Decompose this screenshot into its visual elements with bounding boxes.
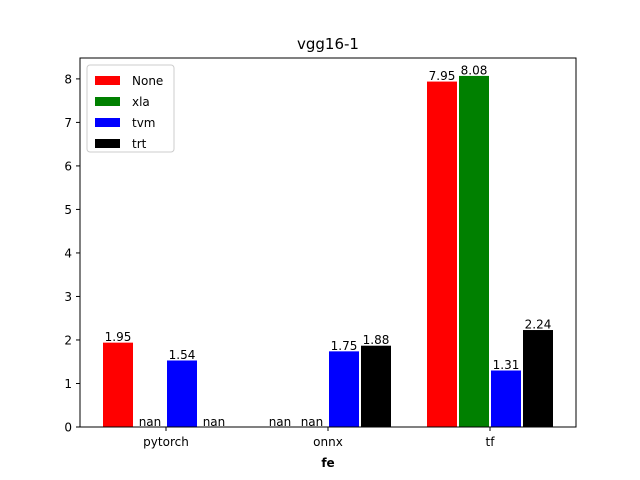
data-label-trt-onnx: 1.88 (363, 333, 390, 347)
data-label-tvm-tf: 1.31 (493, 358, 520, 372)
x-axis: pytorch onnx tf (143, 427, 495, 449)
legend-box (86, 64, 175, 153)
bars-layer (102, 74, 554, 428)
data-label-tvm-onnx: 1.75 (331, 339, 358, 353)
legend-swatch-trt (95, 139, 120, 148)
data-label-xla-onnx: nan (301, 415, 324, 429)
x-tick-label-pytorch: pytorch (143, 435, 189, 449)
y-tick-label: 1 (64, 377, 72, 391)
data-label-None-tf: 7.95 (429, 69, 456, 83)
y-tick-label: 2 (64, 333, 72, 347)
legend-label-None: None (132, 74, 163, 88)
data-label-None-pytorch: 1.95 (105, 330, 132, 344)
x-tick-label-tf: tf (486, 435, 496, 449)
legend-label-trt: trt (132, 137, 147, 151)
bar-tvm-onnx (328, 350, 360, 428)
legend-label-tvm: tvm (132, 116, 156, 130)
y-tick-label: 5 (64, 203, 72, 217)
x-axis-label: fe (321, 456, 334, 470)
data-label-None-onnx: nan (269, 415, 292, 429)
bar-tvm-pytorch (166, 359, 198, 428)
legend-swatch-tvm (95, 118, 120, 127)
data-label-tvm-pytorch: 1.54 (169, 348, 196, 362)
bar-trt-tf (522, 329, 554, 428)
bar-None-tf (426, 80, 458, 428)
legend-swatch-None (95, 76, 120, 85)
data-label-xla-pytorch: nan (139, 415, 162, 429)
y-tick-label: 0 (64, 421, 72, 435)
data-label-trt-tf: 2.24 (525, 318, 552, 332)
data-label-trt-pytorch: nan (203, 415, 226, 429)
legend: None xla tvm trt (86, 64, 175, 153)
y-tick-label: 3 (64, 290, 72, 304)
data-label-xla-tf: 8.08 (461, 63, 488, 77)
y-tick-label: 8 (64, 72, 72, 86)
bar-trt-onnx (360, 344, 392, 428)
bar-None-pytorch (102, 341, 134, 428)
y-tick-label: 4 (64, 246, 72, 260)
legend-swatch-xla (95, 97, 120, 106)
x-tick-label-onnx: onnx (313, 435, 343, 449)
bar-tvm-tf (490, 369, 522, 428)
y-tick-label: 6 (64, 159, 72, 173)
bar-xla-tf (458, 74, 490, 428)
y-axis: 0 1 2 3 4 5 6 7 8 (64, 72, 80, 435)
y-tick-label: 7 (64, 116, 72, 130)
chart-title: vgg16-1 (297, 35, 359, 53)
legend-label-xla: xla (132, 95, 150, 109)
